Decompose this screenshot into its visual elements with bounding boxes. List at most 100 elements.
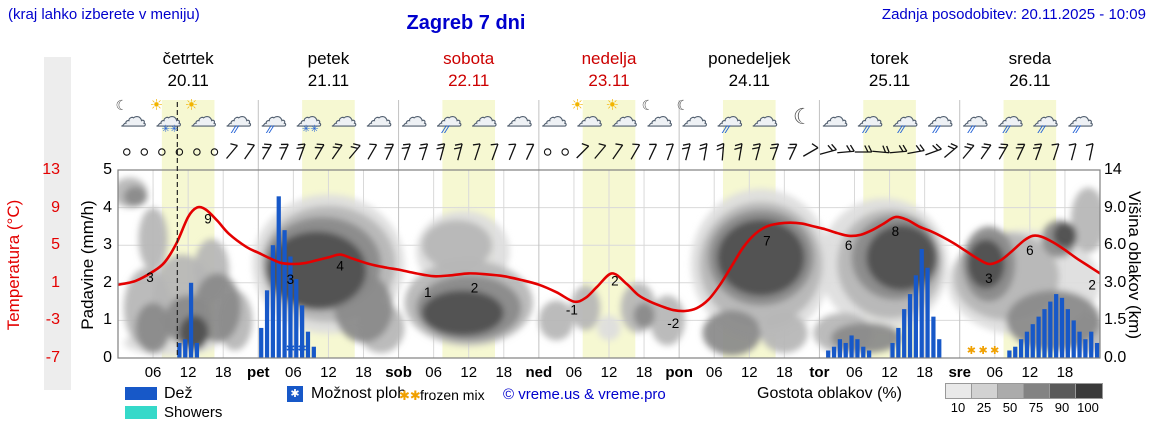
x-tick-label: pet (247, 364, 270, 381)
wind-barb-icon (925, 143, 942, 156)
rain-drops-icon: ∕∕ (232, 124, 239, 136)
day-header-sobota: sobota 22.11 (389, 48, 549, 92)
day-header-sreda: sreda 26.11 (950, 48, 1110, 92)
weather-icon-cloud: ☁ (503, 101, 539, 137)
cloud-icon: ☁ (295, 101, 322, 132)
svg-text:✱: ✱ (298, 343, 307, 355)
svg-text:2: 2 (1088, 277, 1096, 292)
rain-drops-icon: ∕∕ (899, 124, 905, 136)
x-tick-label: 06 (846, 364, 863, 381)
frozen-mix-legend-label: frozen mix (420, 387, 485, 403)
moon-icon: ☾ (115, 97, 129, 113)
wind-barb-icon (1032, 143, 1043, 161)
svg-text:7: 7 (763, 233, 771, 248)
wind-barb-icon (453, 143, 463, 161)
wind-barb-icon (802, 143, 819, 157)
sun-icon: ☀ (570, 97, 584, 114)
cloud-density-tick: 50 (1002, 400, 1018, 415)
cloud-icon: ☁ (646, 101, 673, 132)
cloud-icon: ☁ (856, 101, 884, 132)
rain-drops-icon: ∕∕ (443, 124, 449, 136)
weather-icon-sun-cloud: ☀ ☁ (606, 97, 645, 137)
copyright-link[interactable]: © vreme.us & vreme.pro (503, 386, 666, 403)
wind-barb-icon (819, 143, 837, 155)
cloud-icon: ☁ (541, 101, 568, 132)
day-header-četrtek: četrtek 20.11 (108, 48, 268, 92)
day-name: četrtek (162, 49, 214, 68)
weather-icon-rain: ☁ ∕∕ (1064, 101, 1100, 137)
wind-barb-icon (226, 143, 238, 159)
cloud-density-swatch (997, 383, 1025, 399)
wind-barb-icon (508, 143, 517, 161)
precipitation-axis-label: Padavine (mm/h) (78, 200, 97, 330)
svg-text:3: 3 (146, 270, 154, 285)
svg-text:✱: ✱ (967, 345, 976, 357)
weather-icon-snow: ☁ ✳✳ (293, 101, 329, 137)
moon-icon: ☾ (676, 97, 690, 113)
cloud-density-tick: 100 (1077, 400, 1099, 415)
cloud-density-tick: 75 (1028, 400, 1044, 415)
x-tick-label: 18 (355, 364, 372, 381)
wind-barb-icon (244, 143, 255, 160)
cloud-icon: ☁ (927, 101, 954, 132)
showers-legend-swatch (125, 406, 157, 419)
weather-icon-rain: ☁ ∕∕ (959, 101, 995, 137)
wind-barb-icon (648, 143, 658, 160)
weather-icon-moon-cloud: ☾ ☁ (677, 97, 715, 137)
cloud-density-swatch (1049, 383, 1077, 399)
x-tick-label: 18 (214, 364, 232, 381)
rain-drops-icon: ∕∕ (723, 124, 730, 136)
cloud-density-swatch (1075, 383, 1103, 399)
wind-barb-icon (752, 143, 761, 161)
wind-barb-icon (331, 143, 343, 160)
x-tick-label: 06 (144, 364, 162, 381)
x-tick-label: 12 (1021, 364, 1039, 381)
wind-barb-icon (944, 143, 958, 158)
wind-barb-icon (472, 143, 481, 161)
x-tick-label: ned (525, 364, 553, 381)
weather-icon-cloud: ☁ (749, 101, 785, 137)
weather-icon-cloud: ☁ (538, 101, 574, 137)
weather-icon-moon: ☾ (784, 101, 820, 137)
wind-barb-icon (367, 143, 378, 160)
cloud-icon: ☁ (120, 101, 147, 132)
wind-barb-icon (837, 144, 855, 154)
wind-barb-icon (279, 143, 289, 160)
rain-drops-icon: ∕∕ (934, 124, 940, 136)
cloud-density-swatch (945, 383, 973, 399)
calm-wind-icon (561, 148, 569, 156)
cloud-icon: ☁ (506, 101, 533, 132)
snowflakes-icon: ✳✳ (161, 124, 179, 135)
day-date: 25.11 (868, 71, 911, 90)
weather-icon-rain: ☁ ∕∕ (924, 101, 960, 137)
svg-text:-1: -1 (566, 303, 578, 318)
cloud-icon: ☁ (225, 101, 252, 132)
cloud-icon: ☁ (681, 101, 708, 132)
x-tick-label: 12 (179, 364, 197, 381)
wind-barb-icon (436, 143, 446, 161)
x-tick-label: pon (665, 364, 693, 381)
svg-text:9: 9 (204, 212, 212, 227)
weather-icon-sun-cloud: ☀ ☁ (185, 97, 224, 137)
x-tick-label: 12 (460, 364, 478, 381)
cloud-icon: ☁ (190, 101, 217, 132)
svg-text:✱: ✱ (286, 343, 295, 355)
x-tick-label: 18 (635, 364, 653, 381)
weather-icon-rain: ☁ ∕∕ (994, 101, 1030, 137)
day-header-torek: torek 25.11 (810, 48, 970, 92)
svg-text:3: 3 (985, 271, 993, 286)
rain-drops-icon: ∕∕ (1074, 124, 1081, 136)
cloud-icon: ☁ (821, 101, 848, 132)
wind-barb-icon (872, 145, 890, 154)
rain-drops-icon: ∕∕ (1004, 124, 1010, 136)
wind-barb-icon (1068, 143, 1077, 161)
shower-chance-legend-label: Možnost ploh (311, 385, 407, 402)
cloud-density-legend-label: Gostota oblakov (%) (757, 385, 902, 402)
wind-barb-icon (716, 142, 725, 161)
x-tick-label: 12 (881, 364, 898, 381)
svg-text:✱: ✱ (978, 345, 987, 357)
